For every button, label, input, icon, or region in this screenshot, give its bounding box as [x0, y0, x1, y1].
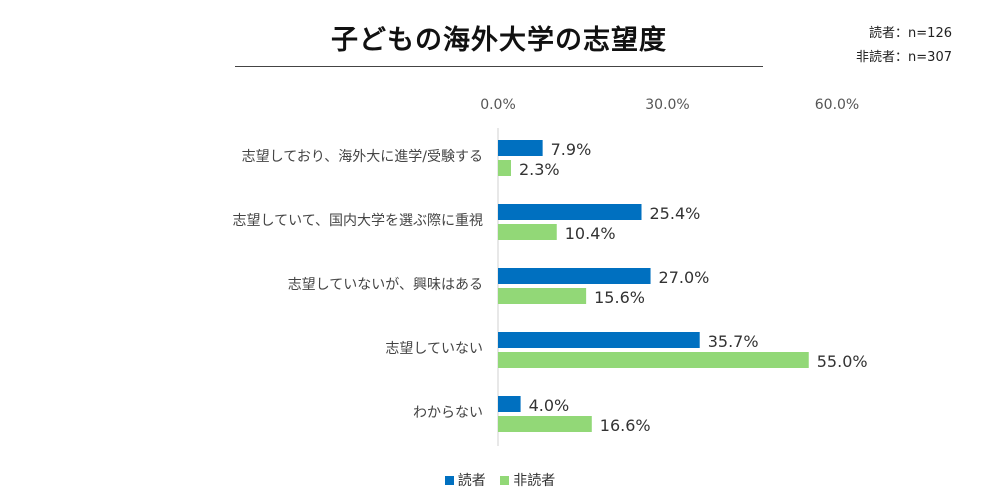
category-label: 志望しており、海外大に進学/受験する: [242, 149, 483, 165]
data-label: 16.6%: [600, 416, 651, 435]
chart-title: 子どもの海外大学の志望度: [331, 25, 667, 56]
data-label: 15.6%: [594, 288, 645, 307]
bar-nonreaders: [498, 224, 557, 240]
bar-readers: [498, 396, 521, 412]
legend-label-nonreaders: 非読者: [513, 473, 556, 489]
category-label: 志望していないが、興味はある: [288, 277, 483, 293]
data-label: 2.3%: [519, 160, 560, 179]
legend-swatch-nonreaders: [500, 476, 510, 485]
legend-item-readers: 読者: [444, 470, 486, 490]
data-label: 55.0%: [817, 352, 868, 371]
bar-readers: [498, 204, 642, 220]
data-label: 10.4%: [565, 224, 616, 243]
legend: 読者 非読者: [0, 470, 1000, 490]
x-tick-label: 0.0%: [480, 97, 516, 113]
sample-size-nonreaders: 非読者：n=307: [856, 50, 952, 65]
bar-nonreaders: [498, 160, 511, 176]
bar-readers: [498, 332, 700, 348]
sample-size-note: 読者：n=126 非読者：n=307: [856, 22, 952, 70]
legend-label-readers: 読者: [457, 473, 486, 489]
data-label: 27.0%: [659, 268, 710, 287]
data-label: 4.0%: [529, 396, 570, 415]
category-label: わからない: [413, 405, 483, 421]
x-tick-label: 30.0%: [645, 97, 689, 113]
sample-size-readers: 読者：n=126: [869, 26, 952, 41]
bar-readers: [498, 268, 651, 284]
bar-nonreaders: [498, 416, 592, 432]
x-tick-label: 60.0%: [815, 97, 859, 113]
legend-swatch-readers: [444, 476, 454, 485]
data-label: 25.4%: [650, 204, 701, 223]
legend-item-nonreaders: 非読者: [500, 470, 555, 490]
data-label: 7.9%: [551, 140, 592, 159]
category-label: 志望していない: [385, 341, 483, 357]
category-label: 志望していて、国内大学を選ぶ際に重視: [233, 213, 483, 229]
bar-readers: [498, 140, 543, 156]
bar-nonreaders: [498, 288, 587, 304]
bar-nonreaders: [498, 352, 809, 368]
title-underline: [235, 66, 763, 67]
data-label: 35.7%: [708, 332, 759, 351]
